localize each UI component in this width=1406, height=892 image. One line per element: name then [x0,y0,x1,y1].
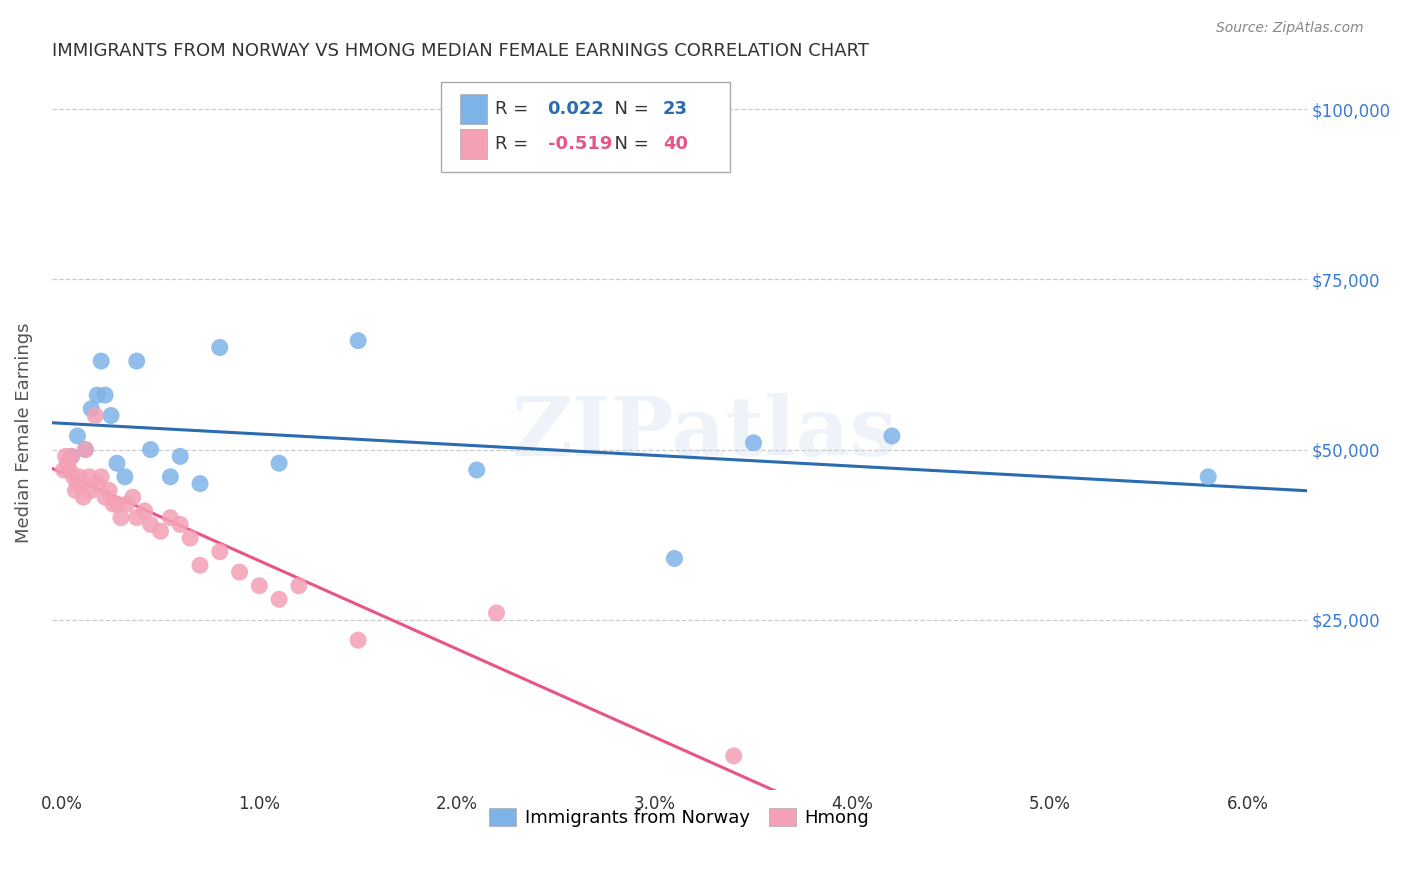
Point [188,558,211,573]
Text: 0.022: 0.022 [547,100,605,118]
Point [66,476,89,491]
Text: IMMIGRANTS FROM NORWAY VS HMONG MEDIAN FEMALE EARNINGS CORRELATION CHART: IMMIGRANTS FROM NORWAY VS HMONG MEDIAN F… [52,42,869,60]
Point [159,510,181,524]
Point [1197,470,1219,484]
Point [66,429,89,443]
Point [75,442,97,457]
Text: 40: 40 [664,135,688,153]
Point [247,579,270,593]
Point [86,476,108,491]
Text: 23: 23 [664,100,688,118]
Point [65,483,87,498]
Point [465,463,488,477]
Point [62,470,84,484]
Point [52,463,75,477]
Point [188,476,211,491]
Point [267,592,290,607]
Point [114,470,136,484]
Point [267,456,290,470]
Point [101,497,124,511]
Point [485,606,508,620]
Point [55,450,77,464]
Text: R =: R = [495,135,534,153]
Y-axis label: Median Female Earnings: Median Female Earnings [15,322,32,543]
Point [228,565,250,579]
Point [723,748,745,763]
Point [75,442,97,457]
Point [105,456,128,470]
Point [208,544,231,558]
Text: -0.519: -0.519 [547,135,612,153]
Point [288,579,311,593]
Text: N =: N = [603,100,654,118]
Point [169,450,191,464]
Point [70,476,93,491]
Point [121,490,143,504]
Point [98,483,121,498]
Point [58,463,80,477]
Point [742,435,765,450]
Point [105,497,128,511]
Point [90,470,112,484]
Point [67,470,90,484]
Point [72,490,94,504]
Point [134,504,156,518]
Point [125,510,148,524]
Point [125,354,148,368]
Point [880,429,903,443]
Point [139,517,162,532]
Point [347,334,370,348]
Text: ZIPatlas: ZIPatlas [512,392,897,473]
FancyBboxPatch shape [441,82,730,171]
Point [84,409,107,423]
Point [664,551,686,566]
Point [208,341,231,355]
Point [100,409,122,423]
Point [159,470,181,484]
Point [90,354,112,368]
Point [94,388,117,402]
Point [139,442,162,457]
Text: R =: R = [495,100,534,118]
Point [56,456,79,470]
Point [80,401,103,416]
Point [86,388,108,402]
Text: N =: N = [603,135,654,153]
Point [79,470,101,484]
Point [60,450,83,464]
FancyBboxPatch shape [460,94,488,124]
Legend: Immigrants from Norway, Hmong: Immigrants from Norway, Hmong [482,801,876,835]
Point [60,450,83,464]
Point [115,497,138,511]
Point [347,633,370,648]
Text: Source: ZipAtlas.com: Source: ZipAtlas.com [1216,21,1364,35]
FancyBboxPatch shape [460,128,488,159]
Point [179,531,201,545]
Point [94,490,117,504]
Point [149,524,172,539]
Point [80,483,103,498]
Point [110,510,132,524]
Point [169,517,191,532]
